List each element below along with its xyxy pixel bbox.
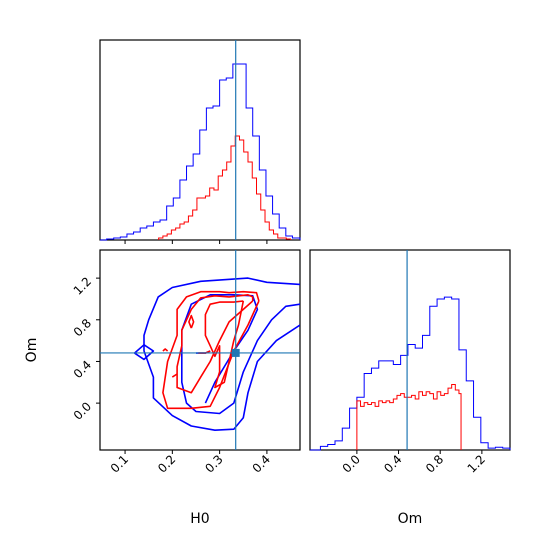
contour-xtick-label-3: 0.4 bbox=[250, 452, 273, 475]
contour-ytick-label-3: 1.2 bbox=[71, 274, 94, 297]
contour-xtick-label-2: 0.3 bbox=[202, 452, 225, 475]
panel-h0-histogram bbox=[99, 39, 301, 241]
contour-red-line-3 bbox=[188, 314, 195, 329]
contour-xtick-label-1: 0.2 bbox=[155, 452, 178, 475]
panel-om-histogram bbox=[309, 249, 511, 451]
contour-xlabel: H0 bbox=[190, 511, 209, 527]
h0-histogram-series-1 bbox=[158, 135, 292, 240]
om-xtick-label-2: 0.8 bbox=[423, 452, 446, 475]
h0-histogram-series-0 bbox=[100, 63, 301, 241]
contour-blue-line-1 bbox=[181, 294, 300, 415]
om-histogram-xlabel: Om bbox=[398, 511, 423, 527]
contour-ytick-label-0: 0.0 bbox=[71, 399, 94, 422]
chart-marks: 0.1 0.2 0.3 0.4 0.0 0.4 0.8 1.2 0.0 0.4 0.8 1.2 bbox=[71, 40, 511, 476]
contour-red-line-2 bbox=[204, 300, 245, 389]
contour-red-line-6 bbox=[171, 373, 178, 378]
panel-h0-om-contour bbox=[99, 249, 301, 451]
truth-marker bbox=[231, 348, 240, 357]
contour-red-line-4 bbox=[162, 348, 169, 352]
h0-histogram-frame bbox=[99, 39, 301, 241]
contour-frame bbox=[99, 249, 301, 451]
om-histogram-series-1 bbox=[356, 383, 462, 450]
om-xtick-label-0: 0.0 bbox=[340, 452, 363, 475]
contour-xtick-label-0: 0.1 bbox=[108, 452, 131, 475]
contour-blue-line-0 bbox=[143, 277, 300, 431]
contour-ylabel: Om bbox=[24, 338, 40, 363]
om-histogram-series-0 bbox=[310, 296, 511, 451]
contour-red-line-0 bbox=[162, 290, 260, 410]
contour-blue-line-2 bbox=[133, 344, 155, 361]
om-xtick-label-1: 0.4 bbox=[381, 452, 404, 475]
contour-red-line-1 bbox=[176, 294, 254, 394]
om-xtick-label-3: 1.2 bbox=[465, 452, 488, 475]
contour-ytick-label-1: 0.4 bbox=[71, 358, 94, 381]
contour-ytick-label-2: 0.8 bbox=[71, 316, 94, 339]
om-histogram-frame bbox=[309, 249, 511, 451]
